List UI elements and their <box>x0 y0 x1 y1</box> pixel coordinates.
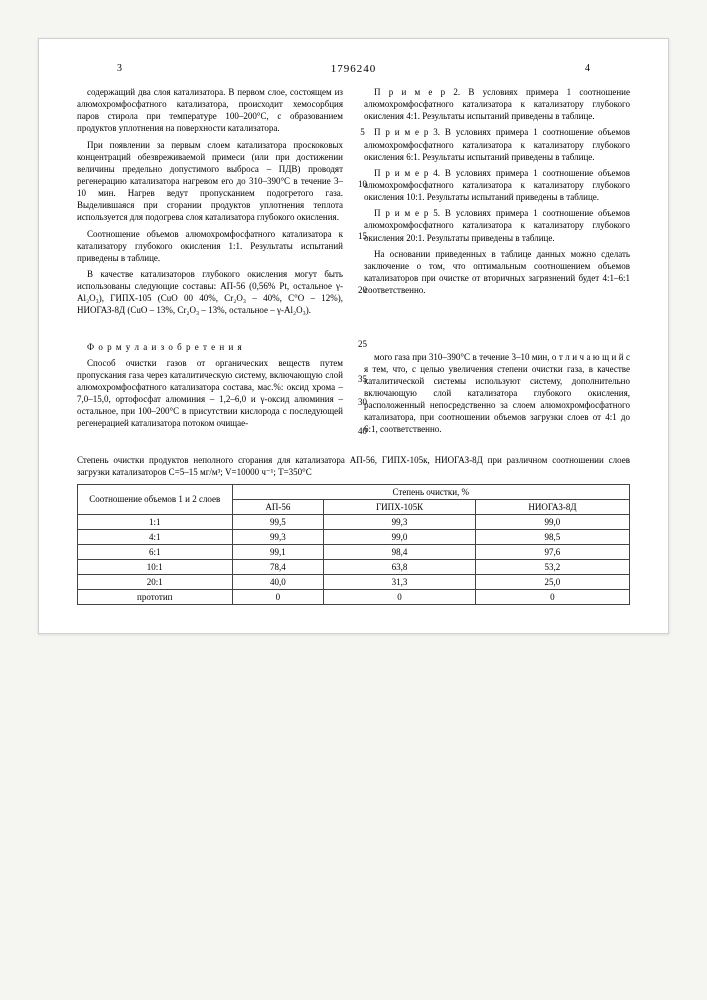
body-paragraph: Соотношение объемов алюмохромфосфатного … <box>77 228 343 264</box>
table-head: Соотношение объемов 1 и 2 слоев Степень … <box>78 484 630 514</box>
table-cell-value: 99,1 <box>232 544 324 559</box>
table-cell-value: 63,8 <box>324 559 476 574</box>
results-table: Соотношение объемов 1 и 2 слоев Степень … <box>77 484 630 605</box>
table-row: 6:199,198,497,6 <box>78 544 630 559</box>
table-cell-ratio: 20:1 <box>78 574 233 589</box>
table-cell-ratio: прототип <box>78 589 233 604</box>
body-paragraph: П р и м е р 5. В условиях примера 1 соот… <box>364 207 630 243</box>
table-cell-ratio: 1:1 <box>78 514 233 529</box>
patent-number: 1796240 <box>331 63 377 75</box>
body-paragraph: Способ очистки газов от органических вещ… <box>77 357 343 430</box>
table-header-degree: Степень очистки, % <box>232 484 629 499</box>
line-num: 35 <box>354 373 372 385</box>
table-row: прототип000 <box>78 589 630 604</box>
table-cell-value: 78,4 <box>232 559 324 574</box>
table-header-ratio: Соотношение объемов 1 и 2 слоев <box>78 484 233 514</box>
table-row: 20:140,031,325,0 <box>78 574 630 589</box>
table-caption: Степень очистки продуктов неполного сгор… <box>77 454 630 478</box>
body-paragraph: При появлении за первым слоем катализато… <box>77 139 343 224</box>
table-body: 1:199,599,399,04:199,399,098,56:199,198,… <box>78 514 630 604</box>
body-columns-upper: 5 10 15 20 25 30 содержащий два слоя кат… <box>77 86 630 321</box>
body-paragraph: содержащий два слоя катализатора. В перв… <box>77 86 343 135</box>
body-paragraph: П р и м е р 4. В условиях примера 1 соот… <box>364 167 630 203</box>
table-header-cat: ГИПХ-105К <box>324 499 476 514</box>
body-paragraph: П р и м е р 2. В условиях примера 1 соот… <box>364 86 630 122</box>
table-cell-value: 99,3 <box>232 529 324 544</box>
table-row: 4:199,399,098,5 <box>78 529 630 544</box>
table-cell-value: 0 <box>232 589 324 604</box>
table-row: Соотношение объемов 1 и 2 слоев Степень … <box>78 484 630 499</box>
table-cell-ratio: 6:1 <box>78 544 233 559</box>
table-cell-value: 99,5 <box>232 514 324 529</box>
page-num-right: 4 <box>585 63 590 74</box>
page-num-left: 3 <box>117 63 122 74</box>
table-header-cat: НИОГАЗ-8Д <box>475 499 629 514</box>
body-paragraph: В качестве катализаторов глубокого окисл… <box>77 268 343 317</box>
table-cell-ratio: 10:1 <box>78 559 233 574</box>
document-page: 3 4 1796240 5 10 15 20 25 30 содержащий … <box>38 38 669 634</box>
table-cell-value: 99,0 <box>324 529 476 544</box>
body-paragraph: мого газа при 310–390°С в течение 3–10 м… <box>364 351 630 436</box>
body-paragraph: На основании приведенных в таблице данны… <box>364 248 630 297</box>
line-num: 10 <box>354 178 372 190</box>
table-cell-value: 99,3 <box>324 514 476 529</box>
table-cell-value: 99,0 <box>475 514 629 529</box>
table-row: 1:199,599,399,0 <box>78 514 630 529</box>
table-row: 10:178,463,853,2 <box>78 559 630 574</box>
line-num: 40 <box>354 425 372 437</box>
table-cell-value: 53,2 <box>475 559 629 574</box>
table-cell-value: 40,0 <box>232 574 324 589</box>
table-header-cat: АП-56 <box>232 499 324 514</box>
formula-title: Ф о р м у л а и з о б р е т е н и я <box>77 341 343 353</box>
body-columns-formula: 35 40 Ф о р м у л а и з о б р е т е н и … <box>77 335 630 440</box>
table-cell-value: 0 <box>475 589 629 604</box>
line-num: 15 <box>354 230 372 242</box>
line-num: 20 <box>354 284 372 296</box>
table-cell-value: 31,3 <box>324 574 476 589</box>
body-paragraph: П р и м е р 3. В условиях примера 1 соот… <box>364 126 630 162</box>
formula-left-column: Ф о р м у л а и з о б р е т е н и я Спос… <box>77 335 343 440</box>
left-column: содержащий два слоя катализатора. В перв… <box>77 86 343 321</box>
right-column: П р и м е р 2. В условиях примера 1 соот… <box>364 86 630 321</box>
table-cell-value: 97,6 <box>475 544 629 559</box>
table-cell-value: 25,0 <box>475 574 629 589</box>
table-cell-value: 0 <box>324 589 476 604</box>
formula-right-column: мого газа при 310–390°С в течение 3–10 м… <box>364 335 630 440</box>
line-num: 5 <box>354 126 372 138</box>
table-cell-ratio: 4:1 <box>78 529 233 544</box>
table-cell-value: 98,5 <box>475 529 629 544</box>
table-cell-value: 98,4 <box>324 544 476 559</box>
